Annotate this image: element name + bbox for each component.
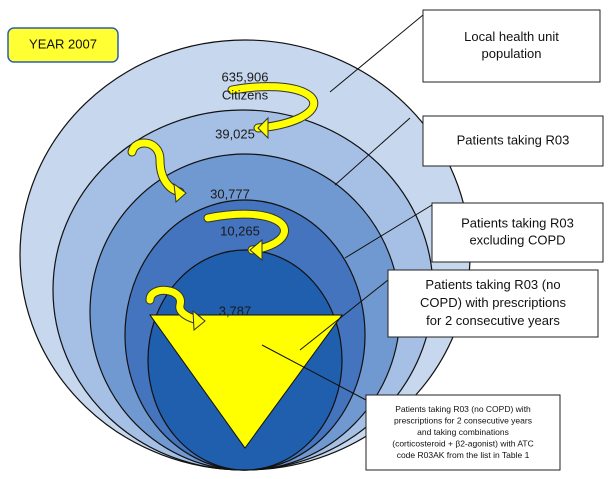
box-label-line: prescriptions for 2 consecutive years: [394, 415, 532, 425]
leader-line: [334, 117, 411, 186]
flow-arrow: [228, 83, 318, 132]
year-badge: [7, 27, 119, 63]
label-box: [431, 202, 604, 263]
box-label-line: population: [482, 46, 542, 61]
box-label-line: Local health unit: [464, 29, 559, 44]
box-label-line: code R03AK from the list in Table 1: [397, 450, 530, 460]
label-box: [422, 115, 604, 167]
box-label-line: (corticosteroid + β2-agonist) with ATC: [392, 438, 534, 448]
box-label-line: Patients taking R03 (no: [425, 277, 560, 292]
count: 3,787: [219, 303, 252, 318]
triangle: [149, 314, 343, 449]
box-label-line: Patients taking R03 (no COPD) with: [395, 404, 531, 414]
leader-line: [344, 204, 433, 259]
leader-line: [329, 14, 424, 93]
leader-line: [299, 279, 389, 351]
label-box: [387, 269, 599, 338]
label-box: [422, 9, 601, 83]
flow-arrow: [146, 286, 202, 324]
arrow-head: [249, 238, 263, 262]
box-label-line: COPD) with prescriptions: [420, 295, 566, 310]
leader-line: [261, 344, 367, 401]
count: 30,777: [210, 186, 250, 201]
box-label-line: and taking combinations: [417, 427, 509, 437]
label-box: [365, 394, 561, 471]
count: 39,025: [215, 126, 255, 141]
count-unit: Citizens: [222, 87, 269, 102]
count: 635,906: [222, 69, 269, 84]
arrow-head: [173, 182, 187, 204]
year-label: YEAR 2007: [29, 36, 97, 51]
box-label-line: Patients taking R03: [461, 215, 574, 230]
arrow-head: [192, 309, 206, 332]
box-label-line: for 2 consecutive years: [426, 313, 560, 328]
box-label-line: Patients taking R03: [457, 132, 570, 147]
count: 10,265: [220, 223, 260, 238]
flow-arrow: [128, 139, 184, 196]
box-label-line: excluding COPD: [469, 232, 565, 247]
arrow-head: [257, 116, 269, 140]
